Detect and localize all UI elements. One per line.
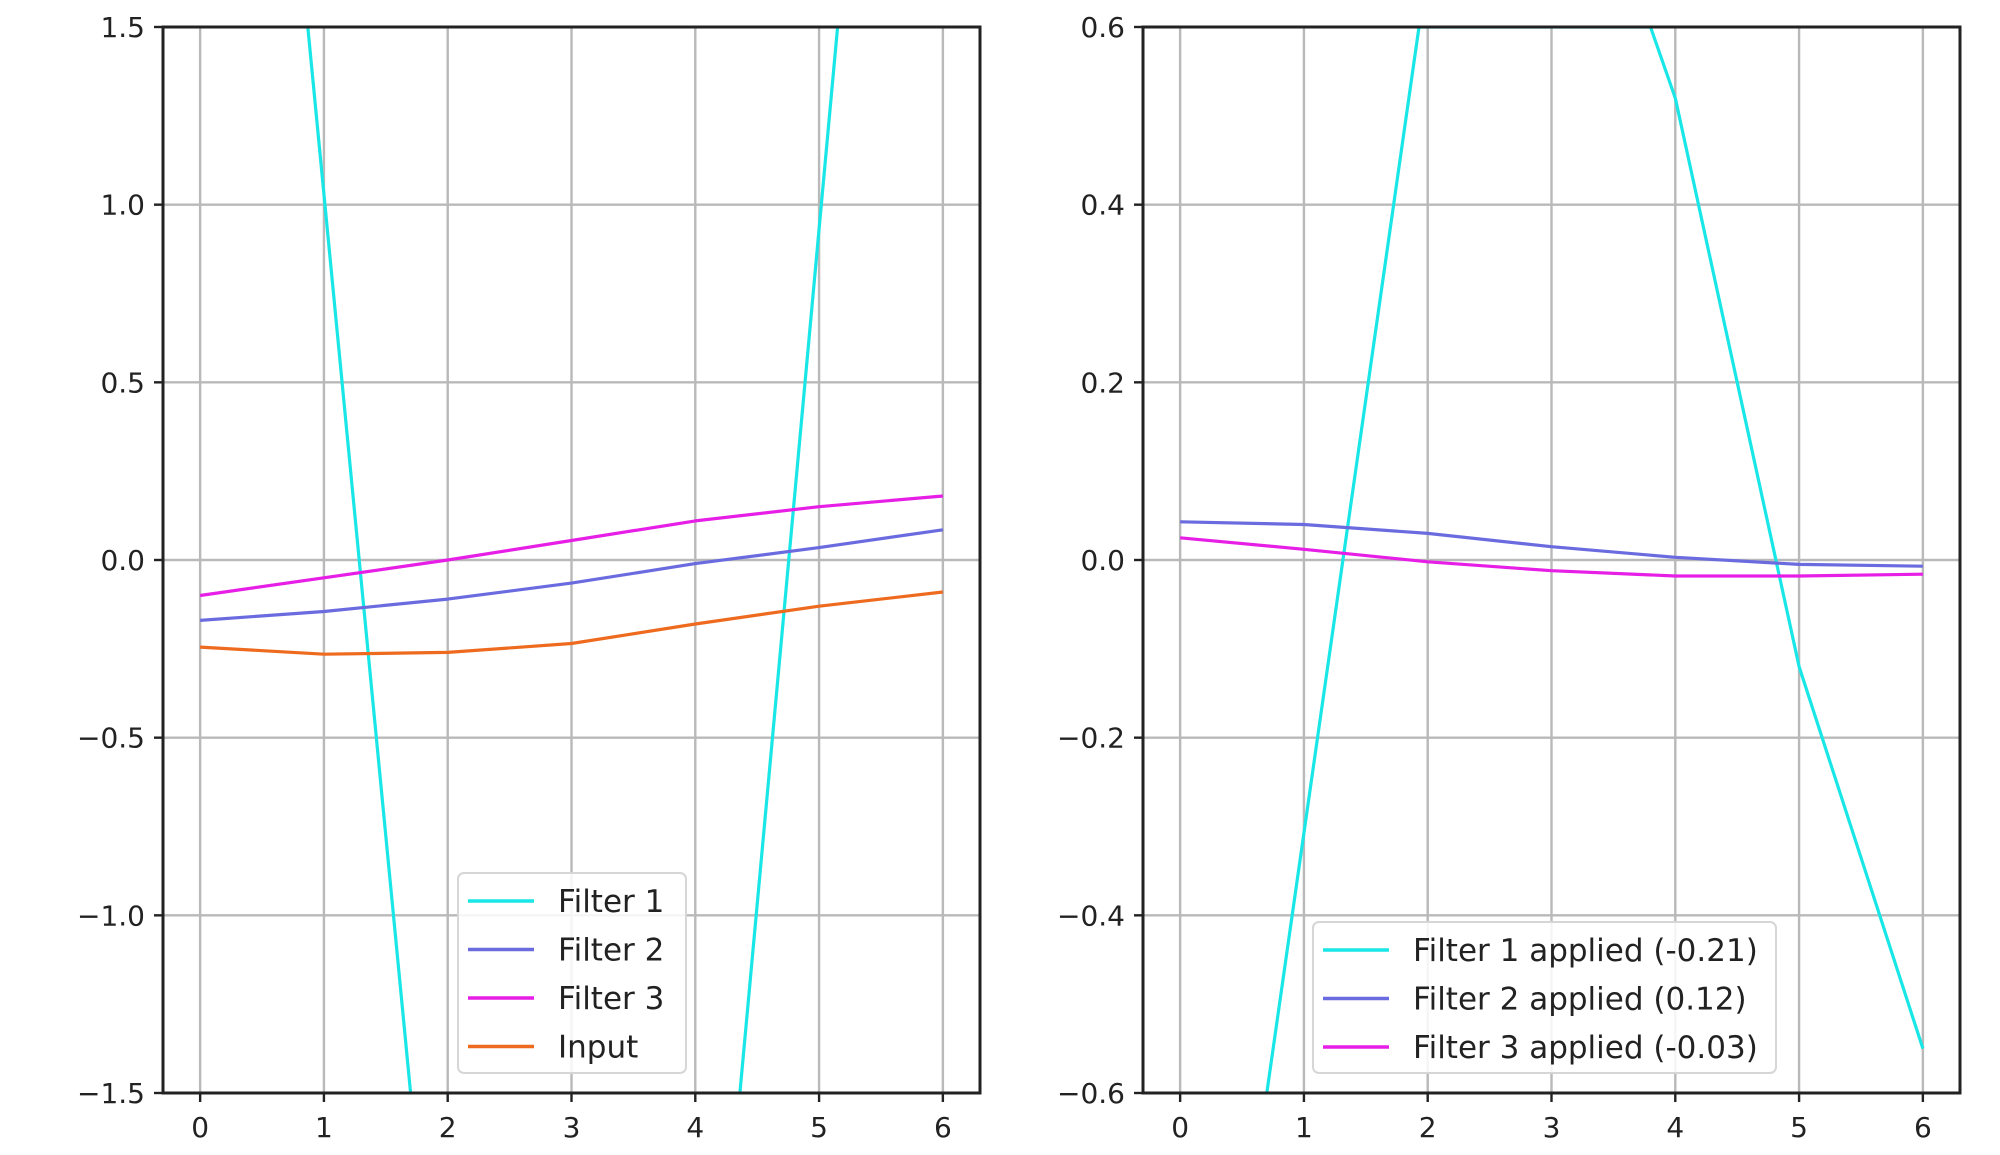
right-y-tick-label: 0.0 <box>1080 544 1125 577</box>
right-y-tick-label: 0.2 <box>1080 366 1125 399</box>
left-legend-label: Filter 3 <box>558 981 664 1017</box>
right-legend-label: Filter 2 applied (0.12) <box>1413 982 1747 1018</box>
left-y-tick-label: 1.0 <box>100 189 145 222</box>
left-x-tick-label: 5 <box>810 1111 828 1144</box>
left-y-tick-label: −0.5 <box>77 722 145 755</box>
left-legend-label: Filter 1 <box>558 884 664 920</box>
right-series-line-2 <box>1180 520 1923 568</box>
left-series-line-2 <box>199 528 944 622</box>
right-x-tick-label: 5 <box>1790 1111 1808 1144</box>
right-x-tick-label: 3 <box>1543 1111 1561 1144</box>
left-legend-label: Filter 2 <box>558 933 664 969</box>
right-y-tick-label: −0.4 <box>1057 899 1125 932</box>
left-legend: Filter 1 Filter 2 Filter 3 Input <box>457 872 687 1074</box>
right-axes: 0 1 2 3 4 5 6 −0.6 −0.4 −0.2 0.0 0.2 0.4 0.6 Filter 1 … <box>1057 11 1962 1144</box>
right-x-tick-label: 4 <box>1666 1111 1684 1144</box>
right-x-tick-label: 0 <box>1171 1111 1189 1144</box>
right-legend-box <box>1312 921 1777 1074</box>
right-plot-area <box>1179 27 1925 1093</box>
right-x-tick-label: 6 <box>1914 1111 1932 1144</box>
right-legend-label: Filter 1 applied (-0.21) <box>1413 933 1758 969</box>
right-y-tick-label: 0.4 <box>1080 189 1125 222</box>
left-series-line-4 <box>200 590 944 656</box>
right-series-line-1 <box>1265 27 1925 1093</box>
left-x-tick-label: 6 <box>934 1111 952 1144</box>
left-x-tick-label: 4 <box>686 1111 704 1144</box>
left-x-tick-label: 1 <box>315 1111 333 1144</box>
left-legend-box <box>457 872 687 1074</box>
left-y-tick-label: 1.5 <box>100 11 145 44</box>
right-x-tick-label: 2 <box>1419 1111 1437 1144</box>
left-series-line-3 <box>199 494 944 598</box>
left-legend-label: Input <box>558 1030 638 1066</box>
right-legend-label: Filter 3 applied (-0.03) <box>1413 1030 1758 1066</box>
left-y-tick-label: −1.0 <box>77 899 145 932</box>
right-legend: Filter 1 applied (-0.21) Filter 2 applied… <box>1312 921 1777 1074</box>
left-y-tick-label: −1.5 <box>77 1077 145 1110</box>
left-x-tick-label: 0 <box>191 1111 209 1144</box>
right-x-tick-label: 1 <box>1295 1111 1313 1144</box>
right-y-tick-label: −0.6 <box>1057 1077 1125 1110</box>
left-series-line-1 <box>306 27 413 1093</box>
right-y-tick-label: −0.2 <box>1057 722 1125 755</box>
left-x-tick-label: 2 <box>439 1111 457 1144</box>
left-y-tick-label: 0.0 <box>100 544 145 577</box>
left-filter-1-line-segment <box>738 27 840 1093</box>
left-plot-area <box>199 27 944 1093</box>
right-series-line-3 <box>1179 536 1923 578</box>
left-x-tick-label: 3 <box>563 1111 581 1144</box>
left-y-tick-label: 0.5 <box>100 366 145 399</box>
right-y-tick-label: 0.6 <box>1080 11 1125 44</box>
